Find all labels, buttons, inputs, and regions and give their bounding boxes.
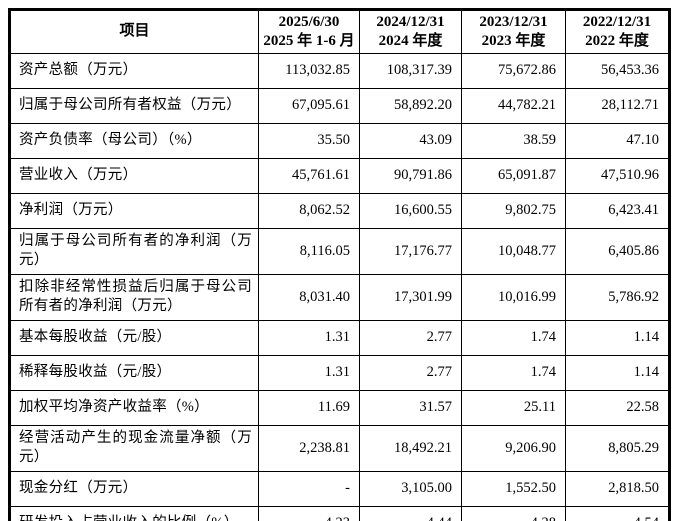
table-row: 归属于母公司所有者权益（万元） 67,095.61 58,892.20 44,782.… — [9, 87, 670, 124]
cell-value: 47.10 — [565, 122, 670, 159]
cell-value: 18,492.21 — [359, 424, 462, 472]
cell-value: 6,405.86 — [565, 227, 670, 275]
header-item-label: 项目 — [9, 9, 259, 54]
row-label: 加权平均净资产收益率（%） — [9, 389, 259, 426]
cell-value: 2.77 — [359, 319, 462, 356]
row-label: 营业收入（万元） — [9, 157, 259, 194]
cell-value: 28,112.71 — [565, 87, 670, 124]
cell-value: 1.31 — [258, 319, 360, 356]
header-col-2025h1: 2025/6/30 2025 年 1-6 月 — [258, 9, 360, 54]
table-row: 资产总额（万元） 113,032.85 108,317.39 75,672.86 56,… — [9, 52, 670, 89]
cell-value: 8,116.05 — [258, 227, 360, 275]
cell-value: - — [258, 470, 360, 507]
cell-value: 47,510.96 — [565, 157, 670, 194]
header-period: 2024 年度 — [378, 32, 443, 49]
cell-value: 4.44 — [359, 505, 462, 521]
row-label: 归属于母公司所有者权益（万元） — [9, 87, 259, 124]
header-col-2023: 2023/12/31 2023 年度 — [461, 9, 566, 54]
cell-value: 11.69 — [258, 389, 360, 426]
cell-value: 1.74 — [461, 319, 566, 356]
financial-summary-table: 项目 2025/6/30 2025 年 1-6 月 2024/12/31 202… — [8, 8, 671, 521]
table-row: 研发投入占营业收入的比例（%）4.234.444.284.54 — [9, 505, 670, 521]
row-label: 基本每股收益（元/股） — [9, 319, 259, 356]
cell-value: 8,805.29 — [565, 424, 670, 472]
cell-value: 75,672.86 — [461, 52, 566, 89]
cell-value: 90,791.86 — [359, 157, 462, 194]
table-row: 净利润（万元） 8,062.52 16,600.55 9,802.75 6,423.41 — [9, 192, 670, 229]
cell-value: 2.77 — [359, 354, 462, 391]
header-date: 2022/12/31 — [582, 14, 652, 30]
cell-value: 22.58 — [565, 389, 670, 426]
cell-value: 2,238.81 — [258, 424, 360, 472]
cell-value: 65,091.87 — [461, 157, 566, 194]
cell-value: 3,105.00 — [359, 470, 462, 507]
table-row: 营业收入（万元） 45,761.61 90,791.86 65,091.87 47,51… — [9, 157, 670, 194]
cell-value: 9,802.75 — [461, 192, 566, 229]
cell-value: 25.11 — [461, 389, 566, 426]
row-label: 经营活动产生的现金流量净额（万元） — [9, 424, 259, 472]
cell-value: 1.74 — [461, 354, 566, 391]
cell-value: 113,032.85 — [258, 52, 360, 89]
cell-value: 108,317.39 — [359, 52, 462, 89]
cell-value: 4.28 — [461, 505, 566, 521]
header-date: 2024/12/31 — [376, 14, 445, 30]
row-label: 扣除非经常性损益后归属于母公司所有者的净利润（万元） — [9, 273, 259, 321]
cell-value: 17,301.99 — [359, 273, 462, 321]
row-label: 净利润（万元） — [9, 192, 259, 229]
cell-value: 1.31 — [258, 354, 360, 391]
cell-value: 35.50 — [258, 122, 360, 159]
cell-value: 8,031.40 — [258, 273, 360, 321]
cell-value: 1.14 — [565, 354, 670, 391]
cell-value: 10,048.77 — [461, 227, 566, 275]
table-row: 基本每股收益（元/股） 1.31 2.77 1.74 1.14 — [9, 319, 670, 356]
cell-value: 67,095.61 — [258, 87, 360, 124]
cell-value: 17,176.77 — [359, 227, 462, 275]
header-col-2024: 2024/12/31 2024 年度 — [359, 9, 462, 54]
table-row: 扣除非经常性损益后归属于母公司所有者的净利润（万元） 8,031.40 17,301… — [9, 273, 670, 321]
cell-value: 5,786.92 — [565, 273, 670, 321]
cell-value: 45,761.61 — [258, 157, 360, 194]
row-label: 归属于母公司所有者的净利润（万元） — [9, 227, 259, 275]
cell-value: 9,206.90 — [461, 424, 566, 472]
header-period: 2022 年度 — [585, 32, 649, 49]
row-label: 研发投入占营业收入的比例（%） — [9, 505, 259, 521]
cell-value: 58,892.20 — [359, 87, 462, 124]
cell-value: 10,016.99 — [461, 273, 566, 321]
cell-value: 56,453.36 — [565, 52, 670, 89]
header-date: 2025/6/30 — [278, 14, 340, 30]
cell-value: 2,818.50 — [565, 470, 670, 507]
cell-value: 8,062.52 — [258, 192, 360, 229]
cell-value: 6,423.41 — [565, 192, 670, 229]
cell-value: 1,552.50 — [461, 470, 566, 507]
table-body: 资产总额（万元） 113,032.85 108,317.39 75,672.86 56,… — [9, 52, 670, 521]
row-label: 稀释每股收益（元/股） — [9, 354, 259, 391]
table-row: 经营活动产生的现金流量净额（万元） 2,238.81 18,492.21 9,206.… — [9, 424, 670, 472]
cell-value: 44,782.21 — [461, 87, 566, 124]
table-row: 稀释每股收益（元/股） 1.31 2.77 1.74 1.14 — [9, 354, 670, 391]
header-period: 2023 年度 — [481, 32, 546, 49]
row-label: 资产总额（万元） — [9, 52, 259, 89]
cell-value: 4.54 — [565, 505, 670, 521]
cell-value: 31.57 — [359, 389, 462, 426]
row-label: 现金分红（万元） — [9, 470, 259, 507]
row-label: 资产负债率（母公司）（%） — [9, 122, 259, 159]
header-col-2022: 2022/12/31 2022 年度 — [565, 9, 670, 54]
header-date: 2023/12/31 — [479, 14, 548, 30]
table-row: 现金分红（万元） -3,105.00 1,552.50 2,818.50 — [9, 470, 670, 507]
table-row: 加权平均净资产收益率（%） 11.69 31.57 25.11 22.58 — [9, 389, 670, 426]
cell-value: 1.14 — [565, 319, 670, 356]
table-row: 归属于母公司所有者的净利润（万元） 8,116.05 17,176.77 10,048… — [9, 227, 670, 275]
table-header-row: 项目 2025/6/30 2025 年 1-6 月 2024/12/31 202… — [9, 9, 670, 54]
table-row: 资产负债率（母公司）（%） 35.50 43.09 38.59 47.10 — [9, 122, 670, 159]
cell-value: 4.23 — [258, 505, 360, 521]
header-period: 2025 年 1-6 月 — [263, 32, 355, 49]
cell-value: 43.09 — [359, 122, 462, 159]
cell-value: 16,600.55 — [359, 192, 462, 229]
cell-value: 38.59 — [461, 122, 566, 159]
